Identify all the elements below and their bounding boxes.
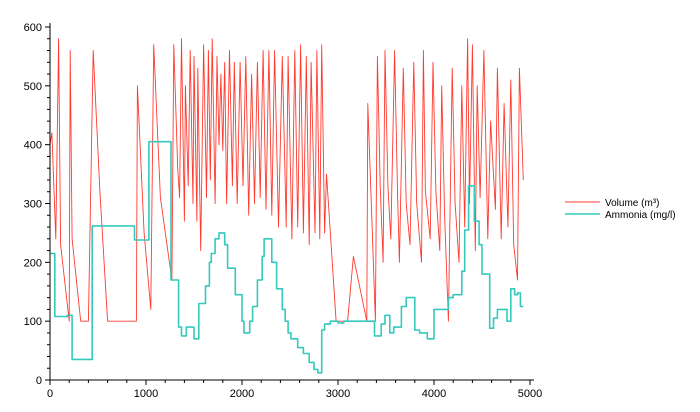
y-tick-label: 0 (36, 375, 42, 387)
legend: Volume (m³)Ammonia (mg/l) (565, 198, 676, 221)
y-tick-label: 400 (24, 140, 42, 152)
plot-area (49, 38, 524, 374)
x-tick-label: 4000 (422, 388, 446, 400)
y-tick-label: 500 (24, 81, 42, 93)
y-tick-label: 200 (24, 257, 42, 269)
axes: 0 100 200 300 400 500 600 0 1000 2000 3000 4000 5000 (24, 22, 543, 400)
series-line-volume (49, 38, 524, 322)
y-tick-label: 600 (24, 22, 42, 34)
legend-label-ammonia: Ammonia (mg/l) (605, 210, 676, 221)
x-tick-label: 1000 (134, 388, 158, 400)
x-tick-label: 3000 (326, 388, 350, 400)
legend-label-volume: Volume (m³) (605, 198, 659, 209)
x-tick-label: 2000 (230, 388, 254, 400)
y-tick-label: 300 (24, 199, 42, 211)
series-line-ammonia (50, 140, 524, 374)
x-tick-label: 0 (47, 388, 53, 400)
x-tick-label: 5000 (518, 388, 542, 400)
y-tick-label: 100 (24, 316, 42, 328)
